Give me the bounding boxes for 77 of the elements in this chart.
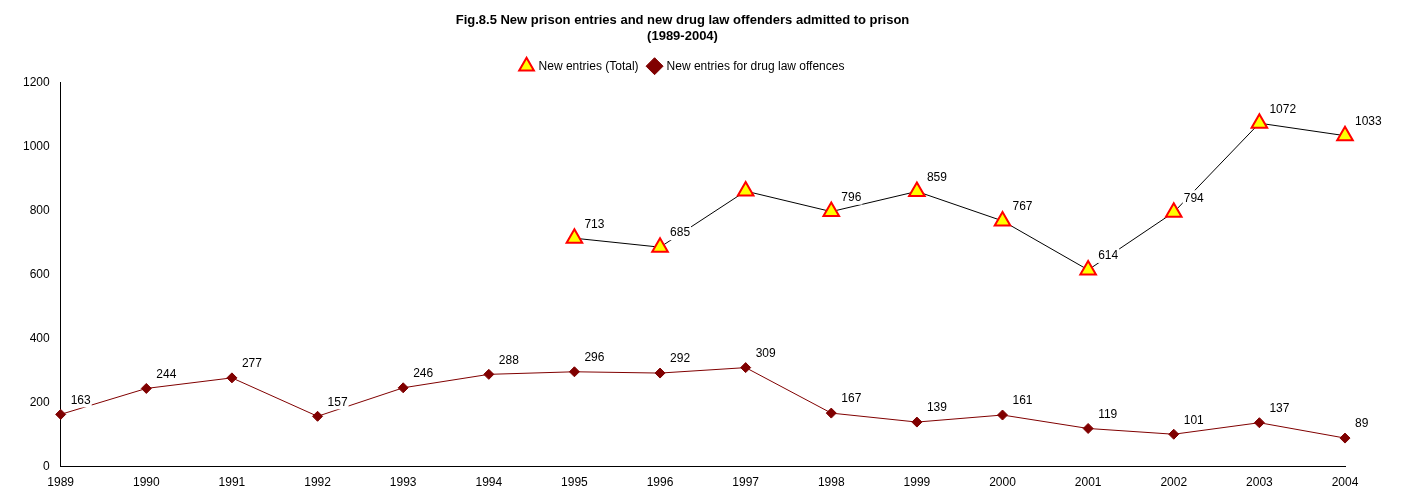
point [140,382,152,394]
data-label: 309 [755,345,777,360]
data-label: 89 [1355,416,1369,431]
x-tick-label: 1999 [903,475,931,490]
data-label: 796 [841,189,862,204]
point [740,362,752,374]
point [1082,422,1094,434]
x-tick-label: 1996 [646,475,674,490]
data-label: 163 [70,392,92,407]
point [568,366,580,378]
data-label: 246 [413,366,434,381]
data-label: 296 [584,350,605,365]
point [822,201,841,218]
point [1253,417,1265,429]
data-label: 1072 [1269,101,1297,116]
point [1339,432,1351,444]
point [1250,113,1269,129]
x-tick-label: 1997 [732,475,760,490]
point [565,228,584,244]
data-label: 277 [241,356,263,371]
y-tick-label: 800 [29,202,51,217]
point [825,407,837,419]
data-label: 161 [1012,393,1033,408]
point [736,181,755,197]
y-tick-label: 400 [29,330,51,345]
x-tick-label: 2002 [1160,475,1188,490]
data-label: 767 [1012,199,1033,214]
point [997,409,1009,421]
point [654,367,666,379]
data-label: 101 [1183,412,1205,427]
data-label: 157 [327,394,348,409]
data-label: 1033 [1355,114,1383,129]
point [55,408,67,420]
point [651,237,669,253]
x-tick-label: 2001 [1074,475,1102,490]
x-tick-label: 1994 [475,475,503,490]
y-tick-label: 0 [43,458,51,473]
point [1336,125,1354,142]
point [1164,202,1183,218]
x-tick-label: 1991 [218,475,246,490]
x-tick-label: 1990 [132,475,160,490]
point [908,181,926,197]
y-tick-label: 1000 [22,138,51,153]
x-tick-label: 1998 [817,475,845,490]
x-tick-label: 2004 [1331,475,1359,490]
data-label: 292 [670,351,691,366]
point [312,410,324,422]
data-label: 288 [498,352,520,367]
point [993,210,1012,227]
data-label: 713 [584,216,605,231]
legend-label: New entries (Total) [538,58,639,73]
x-tick-label: 1989 [47,475,75,490]
legend-label: New entries for drug law offences [666,58,845,73]
point [226,372,238,384]
data-label: 119 [1098,406,1118,421]
x-tick-label: 2003 [1246,475,1274,490]
point [397,382,409,394]
y-tick-label: 1200 [22,74,51,89]
chart-title: Fig.8.5 New prison entries and new drug law offenders admitted to prison (1989-2004) [455,12,910,43]
x-tick-label: 1995 [561,475,589,490]
data-label: 794 [1183,190,1205,205]
data-label: 139 [926,400,948,415]
x-tick-label: 1992 [304,475,332,490]
y-tick-label: 200 [29,394,51,409]
data-label: 167 [841,391,862,406]
data-label: 137 [1269,401,1290,416]
point [911,416,923,428]
x-tick-label: 1993 [389,475,417,490]
point [483,368,495,380]
data-label: 685 [670,225,691,240]
point [1168,428,1180,440]
y-tick-label: 600 [29,266,51,281]
data-label: 244 [156,366,177,381]
x-tick-label: 2000 [989,475,1017,490]
data-label: 614 [1098,248,1119,263]
point [1079,259,1097,276]
data-label: 859 [926,169,948,184]
